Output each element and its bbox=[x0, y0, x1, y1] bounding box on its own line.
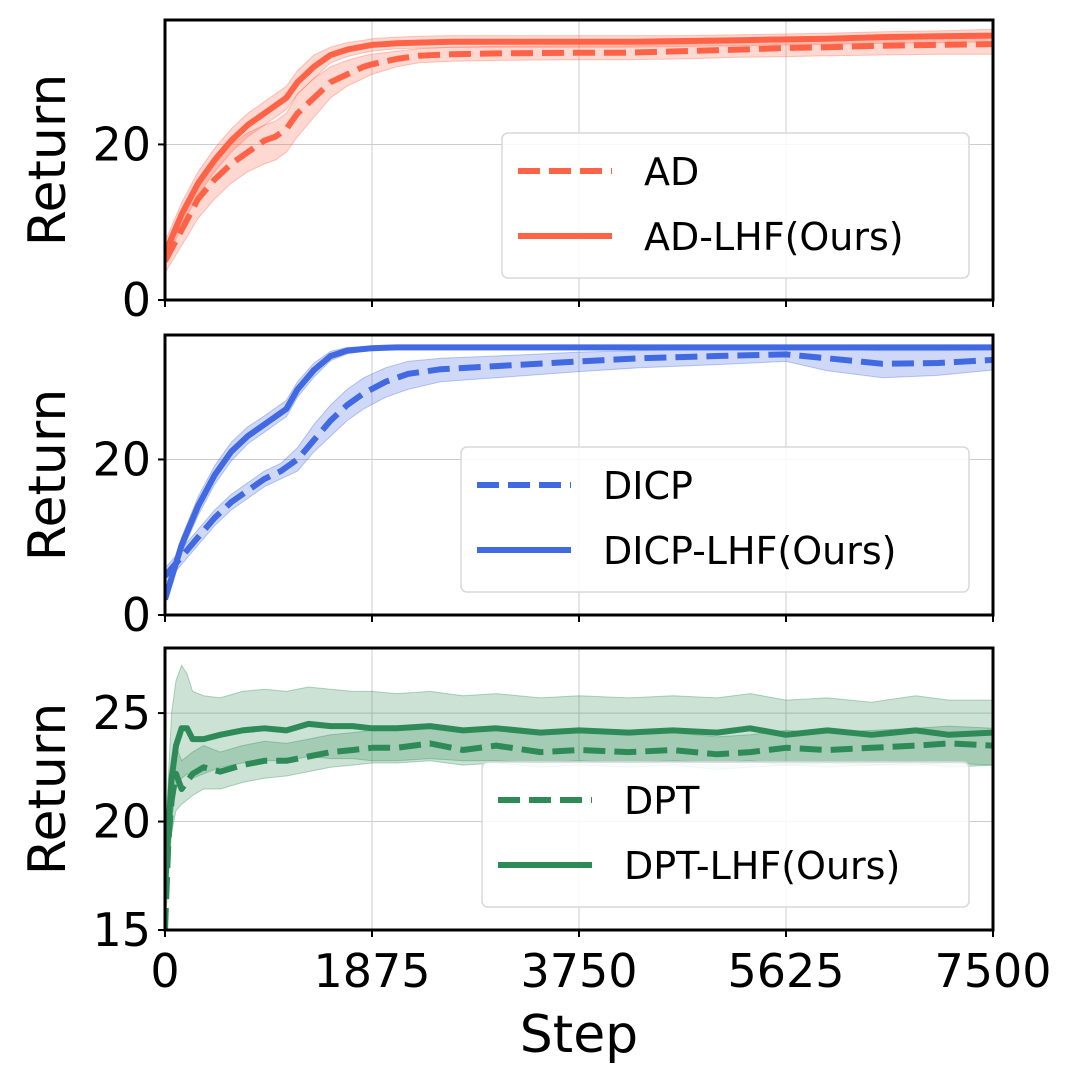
confidence-band bbox=[165, 28, 993, 266]
series-line bbox=[165, 351, 993, 579]
plot-area bbox=[165, 344, 993, 604]
x-axis-label: Step bbox=[520, 1005, 638, 1065]
series-line bbox=[165, 720, 993, 887]
confidence-band bbox=[165, 35, 993, 274]
y-axis-label: Return bbox=[18, 703, 78, 876]
legend-box bbox=[501, 132, 970, 279]
confidence-band bbox=[165, 344, 993, 604]
y-axis-label: Return bbox=[18, 389, 78, 562]
series-line bbox=[165, 740, 993, 930]
legend-label: AD-LHF(Ours) bbox=[644, 215, 904, 259]
y-tick-label: 25 bbox=[92, 686, 151, 740]
series-line bbox=[165, 41, 993, 263]
legend-label: DICP-LHF(Ours) bbox=[603, 529, 896, 573]
panel-bottom: 0 1875 3750 5625 7500 15 20 25 Return Step DPT DPT-… bbox=[18, 646, 1052, 1065]
series-line bbox=[165, 32, 993, 255]
legend-label: DICP bbox=[603, 464, 693, 508]
y-tick-label: 0 bbox=[122, 588, 151, 642]
panel-middle: 0 20 Return DICP DICP-LHF(Ours) bbox=[18, 333, 995, 642]
legend-label: DPT-LHF(Ours) bbox=[624, 844, 900, 888]
y-tick-label: 20 bbox=[92, 432, 151, 486]
y-tick-label: 15 bbox=[92, 903, 151, 957]
legend: AD AD-LHF(Ours) bbox=[501, 132, 970, 279]
x-tick-label: 3750 bbox=[520, 944, 637, 998]
x-tick-label: 7500 bbox=[934, 944, 1051, 998]
confidence-band bbox=[165, 347, 993, 585]
y-tick-label: 0 bbox=[122, 273, 151, 327]
legend-label: DPT bbox=[624, 779, 700, 823]
panel-top: 0 20 Return AD AD-LHF(Ours) bbox=[18, 18, 995, 327]
legend-box bbox=[460, 446, 970, 593]
series-line bbox=[165, 344, 993, 601]
legend: DICP DICP-LHF(Ours) bbox=[460, 446, 970, 593]
legend-box bbox=[481, 761, 970, 908]
plot-area bbox=[165, 28, 993, 274]
x-tick-label: 0 bbox=[150, 944, 179, 998]
plot-area bbox=[165, 664, 993, 930]
y-tick-label: 20 bbox=[92, 117, 151, 171]
x-tick-label: 1875 bbox=[313, 944, 430, 998]
y-tick-label: 20 bbox=[92, 795, 151, 849]
y-axis-label: Return bbox=[18, 74, 78, 247]
legend: DPT DPT-LHF(Ours) bbox=[481, 761, 970, 908]
legend-label: AD bbox=[644, 150, 699, 194]
x-tick-label: 5625 bbox=[727, 944, 844, 998]
